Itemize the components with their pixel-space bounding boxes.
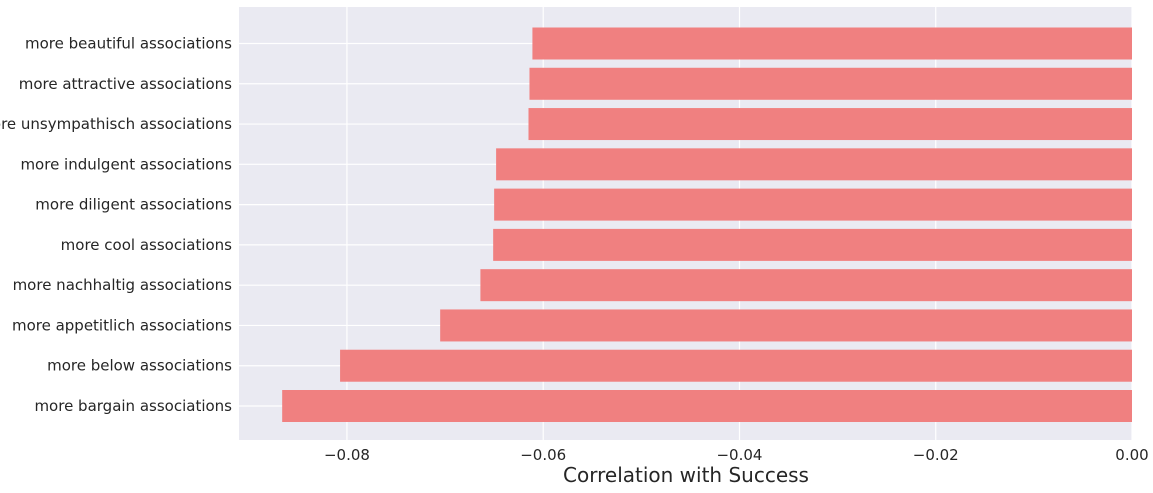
- bar: [494, 188, 1133, 221]
- bar: [282, 390, 1133, 422]
- bars: [282, 27, 1133, 422]
- y-tick-label: more beautiful associations: [25, 35, 232, 53]
- x-tick-label: 0.00: [1115, 446, 1148, 464]
- bar: [496, 148, 1133, 181]
- y-tick-label: more cool associations: [61, 236, 232, 254]
- bar: [440, 309, 1133, 342]
- bar: [529, 67, 1132, 100]
- y-tick-label: more unsympathisch associations: [0, 115, 232, 133]
- bar: [480, 269, 1132, 302]
- bar: [528, 108, 1132, 141]
- x-tick-label: −0.06: [520, 446, 566, 464]
- y-tick-labels: more beautiful associations more attracti…: [0, 35, 232, 416]
- x-tick-label: −0.04: [716, 446, 762, 464]
- bar: [340, 349, 1133, 382]
- y-tick-label: more below associations: [47, 357, 232, 375]
- x-tick-labels: −0.08 −0.06 −0.04 −0.02 0.00: [324, 446, 1149, 464]
- x-axis-title: Correlation with Success: [563, 463, 809, 487]
- bar: [493, 228, 1133, 261]
- y-tick-label: more nachhaltig associations: [13, 276, 233, 294]
- y-tick-label: more diligent associations: [35, 196, 232, 214]
- y-tick-label: more bargain associations: [34, 397, 232, 415]
- x-tick-label: −0.02: [913, 446, 959, 464]
- x-tick-label: −0.08: [324, 446, 370, 464]
- bar: [532, 27, 1132, 60]
- y-tick-label: more indulgent associations: [20, 155, 232, 173]
- y-tick-label: more attractive associations: [19, 75, 232, 93]
- y-tick-label: more appetitlich associations: [12, 316, 232, 334]
